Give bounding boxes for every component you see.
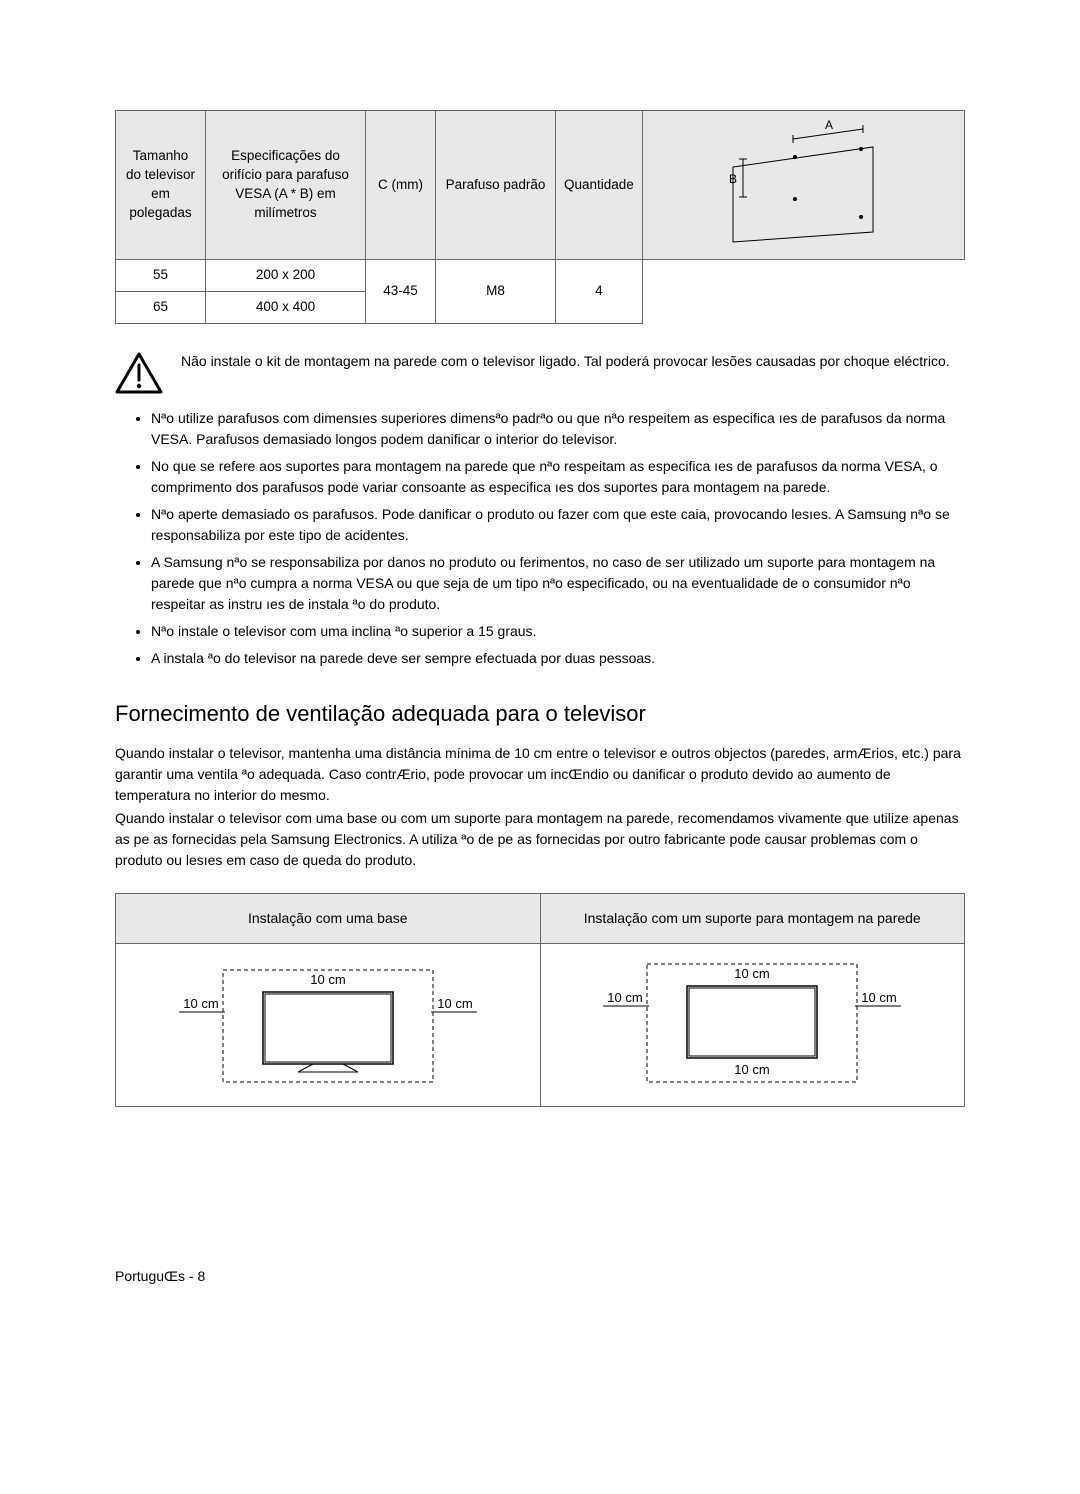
size-55: 55 bbox=[116, 259, 206, 291]
vesa-spec-table: Tamanho do televisor em polegadas Especi… bbox=[115, 110, 965, 324]
bullet-item: Nªo instale o televisor com uma inclina … bbox=[151, 621, 965, 642]
bullet-item: Nªo aperte demasiado os parafusos. Pode … bbox=[151, 504, 965, 546]
warning-block: Não instale o kit de montagem na parede … bbox=[115, 352, 965, 394]
bullet-item: Nªo utilize parafusos com dimensıes supe… bbox=[151, 408, 965, 450]
svg-text:10 cm: 10 cm bbox=[183, 996, 218, 1011]
col-screw: Parafuso padrão bbox=[436, 111, 556, 260]
bullet-list: Nªo utilize parafusos com dimensıes supe… bbox=[115, 408, 965, 669]
svg-text:10 cm: 10 cm bbox=[735, 1062, 770, 1077]
vent-head-wall: Instalação com um suporte para montagem … bbox=[540, 894, 965, 944]
page-footer: PortuguŒs - 8 bbox=[115, 1267, 965, 1287]
svg-text:10 cm: 10 cm bbox=[437, 996, 472, 1011]
col-vesa: Especificações do orifício para parafuso… bbox=[206, 111, 366, 260]
vent-head-base: Instalação com uma base bbox=[116, 894, 541, 944]
vent-diagram-wall: 10 cm 10 cm 10 cm 10 cm bbox=[540, 944, 965, 1107]
warning-icon bbox=[115, 352, 163, 394]
col-c: C (mm) bbox=[366, 111, 436, 260]
c-merged: 43-45 bbox=[366, 259, 436, 323]
svg-text:10 cm: 10 cm bbox=[862, 990, 897, 1005]
bullet-item: A instala ªo do televisor na parede deve… bbox=[151, 648, 965, 669]
svg-text:10 cm: 10 cm bbox=[608, 990, 643, 1005]
screw-merged: M8 bbox=[436, 259, 556, 323]
vesa-diagram-cell: A B bbox=[642, 111, 964, 260]
vent-para2: Quando instalar o televisor com uma base… bbox=[115, 808, 965, 871]
svg-text:10 cm: 10 cm bbox=[310, 972, 345, 987]
ventilation-table: Instalação com uma base Instalação com u… bbox=[115, 893, 965, 1107]
svg-text:B: B bbox=[729, 172, 737, 186]
warning-text: Não instale o kit de montagem na parede … bbox=[181, 352, 950, 372]
vesa-diagram: A B bbox=[713, 117, 893, 247]
col-tvsize: Tamanho do televisor em polegadas bbox=[116, 111, 206, 260]
vesa-65: 400 x 400 bbox=[206, 291, 366, 323]
bullet-item: A Samsung nªo se responsabiliza por dano… bbox=[151, 552, 965, 615]
svg-text:A: A bbox=[825, 118, 833, 132]
svg-text:10 cm: 10 cm bbox=[735, 966, 770, 981]
vent-para1: Quando instalar o televisor, mantenha um… bbox=[115, 743, 965, 806]
size-65: 65 bbox=[116, 291, 206, 323]
qty-merged: 4 bbox=[556, 259, 643, 323]
bullet-item: No que se refere aos suportes para monta… bbox=[151, 456, 965, 498]
vesa-55: 200 x 200 bbox=[206, 259, 366, 291]
ventilation-title: Fornecimento de ventilação adequada para… bbox=[115, 699, 965, 730]
col-qty: Quantidade bbox=[556, 111, 643, 260]
vent-diagram-base: 10 cm 10 cm 10 cm bbox=[116, 944, 541, 1107]
